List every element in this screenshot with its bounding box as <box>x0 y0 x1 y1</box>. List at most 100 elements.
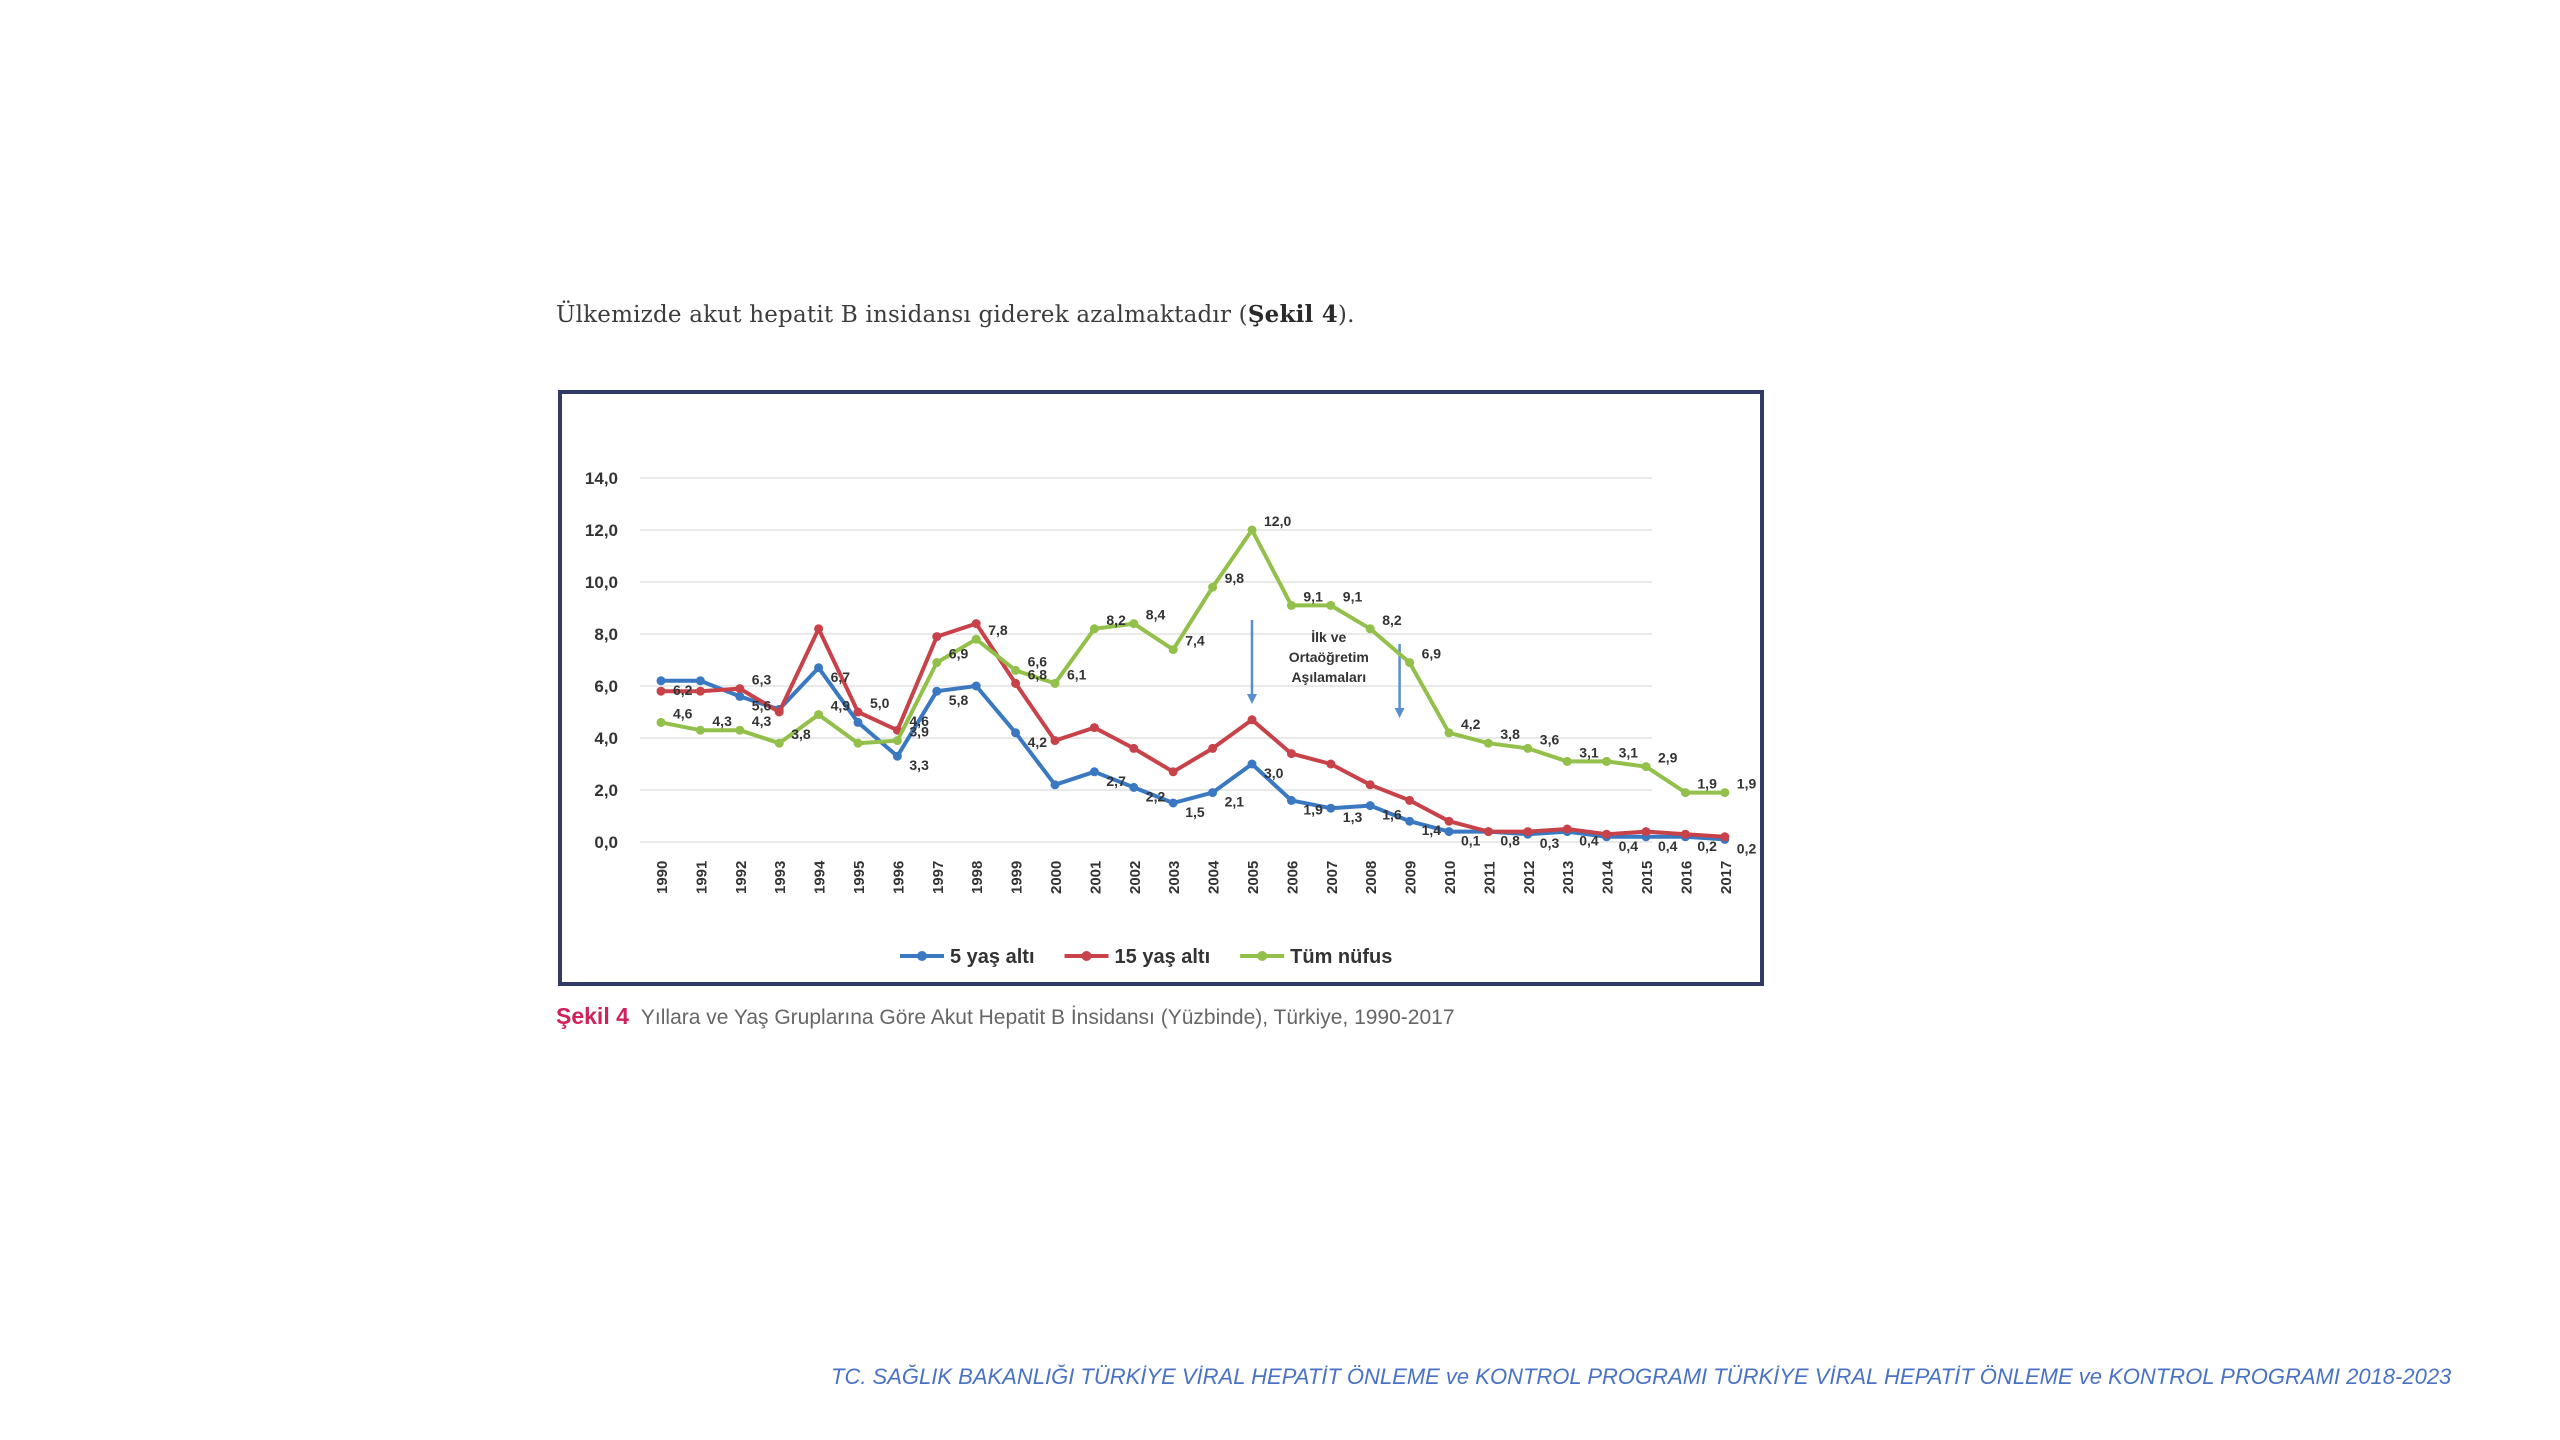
data-label: 3,3 <box>909 757 929 773</box>
data-point <box>1602 829 1612 839</box>
x-tick-label: 1997 <box>930 861 947 894</box>
legend-swatch-marker <box>1081 951 1092 961</box>
x-tick-label: 1990 <box>654 861 671 894</box>
data-label: 3,6 <box>1540 731 1560 747</box>
legend-swatch-marker <box>1257 951 1268 961</box>
data-label: 0,4 <box>1579 833 1599 849</box>
x-tick-label: 2009 <box>1403 861 1420 894</box>
x-tick-label: 2016 <box>1678 861 1695 894</box>
data-point <box>735 691 745 701</box>
data-point <box>735 725 745 735</box>
annotation-arrow-head <box>1247 694 1257 704</box>
data-point <box>1444 816 1454 826</box>
data-point <box>1011 665 1021 675</box>
data-point <box>1208 788 1218 798</box>
data-point <box>1405 816 1415 826</box>
data-label: 8,2 <box>1106 612 1126 628</box>
data-point <box>932 658 942 668</box>
intro-text-before: Ülkemizde akut hepatit B insidansı gider… <box>556 302 1248 328</box>
x-tick-label: 2015 <box>1639 861 1656 894</box>
data-point <box>1168 798 1178 808</box>
data-label: 4,3 <box>712 713 732 729</box>
x-tick-label: 2005 <box>1245 861 1262 894</box>
data-point <box>735 684 745 694</box>
y-tick-label: 14,0 <box>585 469 618 488</box>
data-point <box>1365 624 1375 634</box>
annotation-arrow-head <box>1394 708 1405 718</box>
data-label: 0,4 <box>1658 838 1678 854</box>
x-tick-label: 1993 <box>772 861 789 894</box>
data-label: 1,9 <box>1303 801 1323 817</box>
series-line <box>661 665 1725 842</box>
data-point <box>1326 803 1336 813</box>
data-point <box>1286 600 1296 610</box>
y-tick-label: 6,0 <box>594 677 618 696</box>
legend-label: 15 yaş altı <box>1115 946 1211 968</box>
x-tick-label: 1999 <box>1009 861 1026 894</box>
data-point <box>1129 782 1139 792</box>
data-point <box>853 717 863 727</box>
data-point <box>1247 715 1257 725</box>
data-point <box>1326 759 1336 769</box>
intro-text-after: ). <box>1337 302 1355 328</box>
data-point <box>853 738 863 748</box>
data-point <box>1050 780 1060 790</box>
data-label: 2,2 <box>1146 788 1166 804</box>
data-label: 3,1 <box>1579 744 1599 760</box>
data-point <box>1286 795 1296 805</box>
data-point <box>1680 829 1690 839</box>
data-label: 1,3 <box>1343 809 1363 825</box>
data-label: 3,0 <box>1264 765 1284 781</box>
x-tick-label: 2017 <box>1718 861 1735 894</box>
data-label: 5,8 <box>949 692 969 708</box>
data-label: 3,9 <box>909 724 929 740</box>
data-label: 6,3 <box>752 672 772 688</box>
data-label: 9,1 <box>1303 588 1323 604</box>
data-point <box>1562 824 1572 834</box>
data-label: 5,6 <box>752 697 772 713</box>
data-point <box>814 710 824 720</box>
data-label: 7,8 <box>988 622 1008 638</box>
x-tick-label: 2007 <box>1324 861 1341 894</box>
data-point <box>1483 738 1493 748</box>
data-point <box>1444 827 1454 837</box>
data-label: 0,2 <box>1697 838 1717 854</box>
data-point <box>853 707 863 717</box>
x-tick-label: 2001 <box>1087 861 1104 894</box>
x-tick-label: 2010 <box>1442 861 1459 894</box>
data-point <box>1050 678 1060 688</box>
data-point <box>1208 743 1218 753</box>
data-point <box>1720 832 1730 842</box>
data-label: 0,3 <box>1540 835 1560 851</box>
data-label: 4,6 <box>673 705 693 721</box>
legend-label: Tüm nüfus <box>1290 946 1392 968</box>
legend-label: 5 yaş altı <box>950 946 1035 968</box>
data-label: 9,1 <box>1343 588 1363 604</box>
x-tick-label: 2011 <box>1481 861 1498 894</box>
data-point <box>1247 525 1257 535</box>
data-label: 6,9 <box>1422 646 1442 662</box>
data-point <box>656 686 666 696</box>
data-point <box>1286 749 1296 759</box>
data-point <box>1444 728 1454 738</box>
data-label: 1,4 <box>1422 822 1442 838</box>
figure-label: Şekil 4 <box>556 1003 629 1029</box>
x-tick-label: 1996 <box>890 861 907 894</box>
data-label: 2,9 <box>1658 750 1678 766</box>
data-point <box>1641 762 1651 772</box>
y-tick-label: 8,0 <box>594 625 618 644</box>
x-tick-label: 1995 <box>851 861 868 894</box>
x-tick-label: 2013 <box>1560 861 1577 894</box>
data-point <box>1129 619 1139 629</box>
data-point <box>656 717 666 727</box>
data-point <box>656 676 666 686</box>
data-point <box>1720 788 1730 798</box>
x-tick-label: 2002 <box>1127 861 1144 894</box>
data-label: 0,1 <box>1461 833 1481 849</box>
series-line <box>661 621 1725 839</box>
data-point <box>971 681 981 691</box>
caption-text: Yıllara ve Yaş Gruplarına Göre Akut Hepa… <box>640 1006 1455 1029</box>
data-point <box>1405 658 1415 668</box>
data-label: 8,4 <box>1146 607 1166 623</box>
data-label: 6,2 <box>673 682 693 698</box>
